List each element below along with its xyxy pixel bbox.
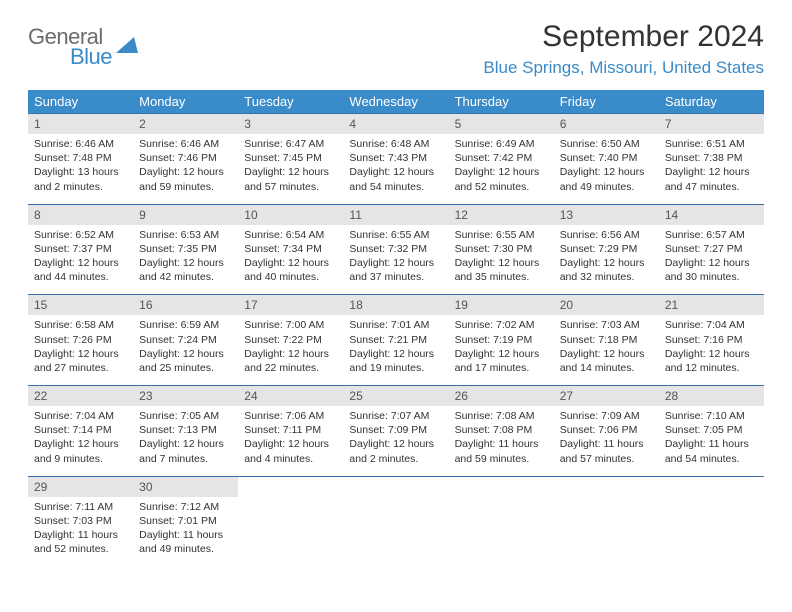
- day-details-cell: Sunrise: 7:03 AMSunset: 7:18 PMDaylight:…: [554, 315, 659, 385]
- day-number-row: 22232425262728: [28, 386, 764, 407]
- day-details-cell: Sunrise: 6:48 AMSunset: 7:43 PMDaylight:…: [343, 134, 448, 204]
- triangle-icon: [116, 37, 140, 55]
- day-number-cell: 9: [133, 204, 238, 225]
- day-details-cell: Sunrise: 7:10 AMSunset: 7:05 PMDaylight:…: [659, 406, 764, 476]
- calendar-table: SundayMondayTuesdayWednesdayThursdayFrid…: [28, 90, 764, 566]
- day-number-cell: 10: [238, 204, 343, 225]
- day-details-cell: Sunrise: 6:49 AMSunset: 7:42 PMDaylight:…: [449, 134, 554, 204]
- logo-text-blue: Blue: [70, 44, 112, 70]
- day-details-cell: Sunrise: 7:01 AMSunset: 7:21 PMDaylight:…: [343, 315, 448, 385]
- day-details-cell: Sunrise: 7:00 AMSunset: 7:22 PMDaylight:…: [238, 315, 343, 385]
- day-number-cell: 8: [28, 204, 133, 225]
- day-number-cell: 19: [449, 295, 554, 316]
- day-number-cell: 27: [554, 386, 659, 407]
- day-details-cell: Sunrise: 7:08 AMSunset: 7:08 PMDaylight:…: [449, 406, 554, 476]
- day-number-cell: 22: [28, 386, 133, 407]
- day-details-cell: Sunrise: 7:05 AMSunset: 7:13 PMDaylight:…: [133, 406, 238, 476]
- day-details-cell: [659, 497, 764, 567]
- day-header: Tuesday: [238, 90, 343, 114]
- day-number-cell: 11: [343, 204, 448, 225]
- day-number-cell: 2: [133, 114, 238, 135]
- day-details-cell: Sunrise: 6:51 AMSunset: 7:38 PMDaylight:…: [659, 134, 764, 204]
- day-header: Thursday: [449, 90, 554, 114]
- day-number-row: 891011121314: [28, 204, 764, 225]
- day-details-cell: Sunrise: 6:58 AMSunset: 7:26 PMDaylight:…: [28, 315, 133, 385]
- day-details-cell: Sunrise: 6:59 AMSunset: 7:24 PMDaylight:…: [133, 315, 238, 385]
- day-number-cell: [554, 476, 659, 497]
- day-details-cell: [554, 497, 659, 567]
- day-details-cell: Sunrise: 7:04 AMSunset: 7:14 PMDaylight:…: [28, 406, 133, 476]
- day-details-cell: Sunrise: 6:47 AMSunset: 7:45 PMDaylight:…: [238, 134, 343, 204]
- day-number-cell: 16: [133, 295, 238, 316]
- day-number-cell: 25: [343, 386, 448, 407]
- location-text: Blue Springs, Missouri, United States: [483, 58, 764, 78]
- day-number-cell: 24: [238, 386, 343, 407]
- title-block: September 2024 Blue Springs, Missouri, U…: [483, 20, 764, 78]
- day-header: Friday: [554, 90, 659, 114]
- day-header: Monday: [133, 90, 238, 114]
- day-details-cell: Sunrise: 7:06 AMSunset: 7:11 PMDaylight:…: [238, 406, 343, 476]
- day-details-row: Sunrise: 7:11 AMSunset: 7:03 PMDaylight:…: [28, 497, 764, 567]
- day-number-cell: 21: [659, 295, 764, 316]
- day-details-cell: Sunrise: 6:54 AMSunset: 7:34 PMDaylight:…: [238, 225, 343, 295]
- day-header: Wednesday: [343, 90, 448, 114]
- day-number-cell: 12: [449, 204, 554, 225]
- day-number-cell: [238, 476, 343, 497]
- day-number-cell: 15: [28, 295, 133, 316]
- day-details-cell: Sunrise: 7:02 AMSunset: 7:19 PMDaylight:…: [449, 315, 554, 385]
- day-number-cell: [659, 476, 764, 497]
- logo: General Blue: [28, 24, 140, 70]
- day-details-cell: Sunrise: 6:46 AMSunset: 7:48 PMDaylight:…: [28, 134, 133, 204]
- day-details-cell: Sunrise: 6:52 AMSunset: 7:37 PMDaylight:…: [28, 225, 133, 295]
- day-number-cell: 5: [449, 114, 554, 135]
- day-header: Sunday: [28, 90, 133, 114]
- day-details-row: Sunrise: 6:52 AMSunset: 7:37 PMDaylight:…: [28, 225, 764, 295]
- day-details-cell: Sunrise: 6:46 AMSunset: 7:46 PMDaylight:…: [133, 134, 238, 204]
- day-number-cell: 3: [238, 114, 343, 135]
- day-details-cell: Sunrise: 7:04 AMSunset: 7:16 PMDaylight:…: [659, 315, 764, 385]
- day-number-cell: 13: [554, 204, 659, 225]
- day-number-row: 1234567: [28, 114, 764, 135]
- day-number-cell: 1: [28, 114, 133, 135]
- day-number-cell: 17: [238, 295, 343, 316]
- day-number-cell: 23: [133, 386, 238, 407]
- day-number-cell: 20: [554, 295, 659, 316]
- day-details-cell: Sunrise: 7:07 AMSunset: 7:09 PMDaylight:…: [343, 406, 448, 476]
- day-number-cell: 29: [28, 476, 133, 497]
- day-details-row: Sunrise: 6:46 AMSunset: 7:48 PMDaylight:…: [28, 134, 764, 204]
- day-number-cell: 28: [659, 386, 764, 407]
- day-number-cell: 7: [659, 114, 764, 135]
- day-details-cell: Sunrise: 7:09 AMSunset: 7:06 PMDaylight:…: [554, 406, 659, 476]
- day-number-cell: 14: [659, 204, 764, 225]
- day-details-cell: [449, 497, 554, 567]
- day-details-cell: Sunrise: 6:55 AMSunset: 7:32 PMDaylight:…: [343, 225, 448, 295]
- day-details-row: Sunrise: 6:58 AMSunset: 7:26 PMDaylight:…: [28, 315, 764, 385]
- day-details-cell: Sunrise: 6:57 AMSunset: 7:27 PMDaylight:…: [659, 225, 764, 295]
- day-header-row: SundayMondayTuesdayWednesdayThursdayFrid…: [28, 90, 764, 114]
- day-number-cell: 30: [133, 476, 238, 497]
- page-title: September 2024: [483, 20, 764, 54]
- day-details-cell: Sunrise: 6:53 AMSunset: 7:35 PMDaylight:…: [133, 225, 238, 295]
- day-details-cell: [238, 497, 343, 567]
- day-number-cell: 6: [554, 114, 659, 135]
- day-header: Saturday: [659, 90, 764, 114]
- day-number-cell: [449, 476, 554, 497]
- day-number-cell: 18: [343, 295, 448, 316]
- header: General Blue September 2024 Blue Springs…: [28, 20, 764, 78]
- day-details-cell: Sunrise: 6:55 AMSunset: 7:30 PMDaylight:…: [449, 225, 554, 295]
- day-number-cell: [343, 476, 448, 497]
- day-number-cell: 4: [343, 114, 448, 135]
- day-details-cell: Sunrise: 6:56 AMSunset: 7:29 PMDaylight:…: [554, 225, 659, 295]
- day-details-row: Sunrise: 7:04 AMSunset: 7:14 PMDaylight:…: [28, 406, 764, 476]
- day-details-cell: Sunrise: 7:11 AMSunset: 7:03 PMDaylight:…: [28, 497, 133, 567]
- day-number-row: 2930: [28, 476, 764, 497]
- day-details-cell: Sunrise: 7:12 AMSunset: 7:01 PMDaylight:…: [133, 497, 238, 567]
- day-details-cell: [343, 497, 448, 567]
- day-number-cell: 26: [449, 386, 554, 407]
- day-details-cell: Sunrise: 6:50 AMSunset: 7:40 PMDaylight:…: [554, 134, 659, 204]
- day-number-row: 15161718192021: [28, 295, 764, 316]
